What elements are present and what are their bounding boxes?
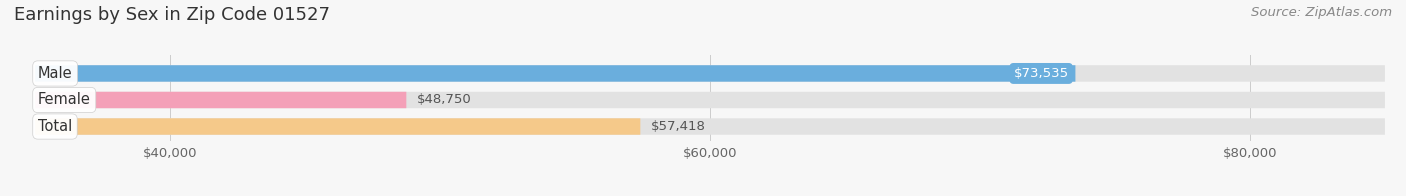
FancyBboxPatch shape: [35, 65, 1385, 82]
Text: $48,750: $48,750: [418, 93, 472, 106]
Text: $57,418: $57,418: [651, 120, 706, 133]
Text: Earnings by Sex in Zip Code 01527: Earnings by Sex in Zip Code 01527: [14, 6, 330, 24]
FancyBboxPatch shape: [35, 92, 406, 108]
Text: Male: Male: [38, 66, 73, 81]
FancyBboxPatch shape: [35, 118, 1385, 135]
Text: $73,535: $73,535: [1014, 67, 1069, 80]
Text: Source: ZipAtlas.com: Source: ZipAtlas.com: [1251, 6, 1392, 19]
Text: Total: Total: [38, 119, 72, 134]
FancyBboxPatch shape: [35, 92, 1385, 108]
FancyBboxPatch shape: [35, 65, 1076, 82]
Text: Female: Female: [38, 93, 91, 107]
FancyBboxPatch shape: [35, 118, 640, 135]
